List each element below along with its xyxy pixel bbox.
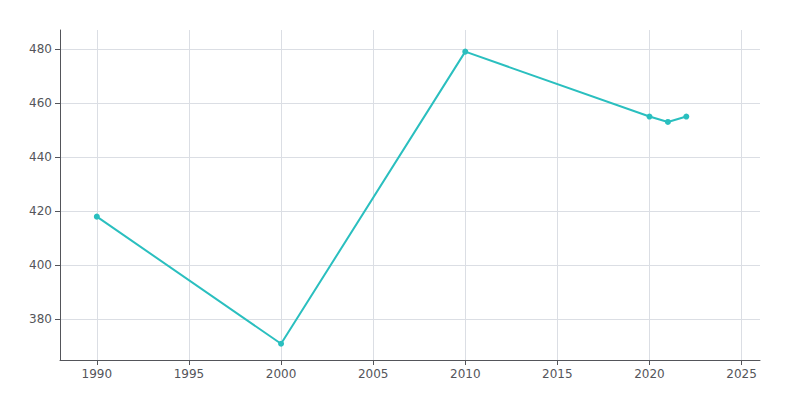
svg-text:2005: 2005 — [358, 367, 389, 381]
svg-text:400: 400 — [29, 258, 52, 272]
svg-text:440: 440 — [29, 150, 52, 164]
svg-text:2010: 2010 — [450, 367, 481, 381]
svg-text:480: 480 — [29, 42, 52, 56]
svg-text:2000: 2000 — [266, 367, 297, 381]
svg-text:2015: 2015 — [542, 367, 573, 381]
svg-text:460: 460 — [29, 96, 52, 110]
svg-text:420: 420 — [29, 204, 52, 218]
svg-text:1990: 1990 — [82, 367, 113, 381]
svg-text:1995: 1995 — [174, 367, 205, 381]
svg-text:380: 380 — [29, 312, 52, 326]
svg-text:2020: 2020 — [634, 367, 665, 381]
svg-text:2025: 2025 — [726, 367, 757, 381]
